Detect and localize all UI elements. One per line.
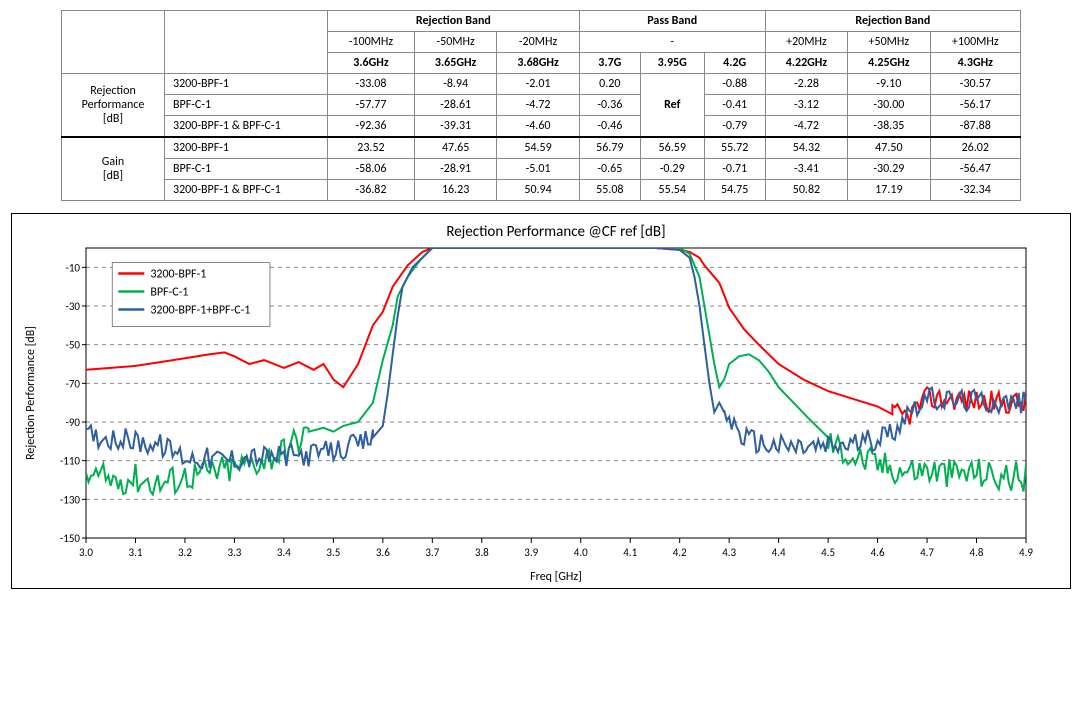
data-cell: -3.41 bbox=[765, 159, 847, 180]
svg-text:3.8: 3.8 bbox=[475, 546, 489, 559]
row-name: BPF-C-1 bbox=[165, 95, 328, 116]
data-cell: -57.77 bbox=[328, 95, 415, 116]
data-cell: -28.61 bbox=[414, 95, 496, 116]
data-cell: -56.47 bbox=[930, 159, 1020, 180]
hdr-rej-right: Rejection Band bbox=[765, 11, 1020, 32]
data-cell: -56.17 bbox=[930, 95, 1020, 116]
data-cell: -38.35 bbox=[848, 116, 930, 138]
group-label: RejectionPerformance[dB] bbox=[62, 74, 165, 138]
data-cell: 54.59 bbox=[497, 137, 579, 159]
data-cell: -3.12 bbox=[765, 95, 847, 116]
data-cell: -39.31 bbox=[414, 116, 496, 138]
data-cell: -2.28 bbox=[765, 74, 847, 95]
svg-text:3.3: 3.3 bbox=[227, 546, 241, 559]
data-cell: -0.41 bbox=[704, 95, 765, 116]
svg-text:-90: -90 bbox=[65, 416, 80, 429]
row-name: 3200-BPF-1 & BPF-C-1 bbox=[165, 116, 328, 138]
svg-text:4.5: 4.5 bbox=[821, 546, 835, 559]
row-name: 3200-BPF-1 bbox=[165, 137, 328, 159]
svg-text:3.1: 3.1 bbox=[129, 546, 143, 559]
legend-label: BPF-C-1 bbox=[150, 286, 188, 300]
data-cell: 17.19 bbox=[848, 180, 930, 201]
data-cell: 16.23 bbox=[414, 180, 496, 201]
data-cell: -30.57 bbox=[930, 74, 1020, 95]
data-cell: -36.82 bbox=[328, 180, 415, 201]
data-cell: -4.72 bbox=[497, 95, 579, 116]
row-name: 3200-BPF-1 bbox=[165, 74, 328, 95]
svg-text:-130: -130 bbox=[60, 493, 81, 506]
data-cell: 55.72 bbox=[704, 137, 765, 159]
svg-text:4.7: 4.7 bbox=[920, 546, 934, 559]
svg-text:Rejection Performance [dB]: Rejection Performance [dB] bbox=[24, 326, 38, 460]
svg-text:3.7: 3.7 bbox=[425, 546, 439, 559]
data-cell: -92.36 bbox=[328, 116, 415, 138]
svg-text:-150: -150 bbox=[60, 532, 81, 545]
svg-text:4.3: 4.3 bbox=[722, 546, 736, 559]
data-cell: -0.36 bbox=[579, 95, 640, 116]
ref-cell: Ref bbox=[640, 74, 704, 138]
data-cell: -32.34 bbox=[930, 180, 1020, 201]
data-cell: -0.65 bbox=[579, 159, 640, 180]
data-cell: -28.91 bbox=[414, 159, 496, 180]
data-cell: 54.32 bbox=[765, 137, 847, 159]
legend-label: 3200-BPF-1+BPF-C-1 bbox=[150, 304, 250, 318]
svg-text:3.6: 3.6 bbox=[376, 546, 390, 559]
svg-text:4.1: 4.1 bbox=[623, 546, 637, 559]
svg-text:4.4: 4.4 bbox=[772, 546, 786, 559]
row-name: 3200-BPF-1 & BPF-C-1 bbox=[165, 180, 328, 201]
svg-text:-10: -10 bbox=[65, 261, 80, 274]
data-cell: -0.79 bbox=[704, 116, 765, 138]
data-cell: 55.08 bbox=[579, 180, 640, 201]
row-name: BPF-C-1 bbox=[165, 159, 328, 180]
hdr-pass: Pass Band bbox=[579, 11, 765, 32]
svg-text:3.5: 3.5 bbox=[326, 546, 340, 559]
data-cell: -33.08 bbox=[328, 74, 415, 95]
svg-text:4.2: 4.2 bbox=[673, 546, 687, 559]
svg-text:3.9: 3.9 bbox=[524, 546, 538, 559]
svg-text:-110: -110 bbox=[60, 455, 81, 468]
data-cell: -0.46 bbox=[579, 116, 640, 138]
svg-text:-70: -70 bbox=[65, 377, 80, 390]
data-cell: 47.50 bbox=[848, 137, 930, 159]
group-label: Gain[dB] bbox=[62, 137, 165, 201]
data-cell: 23.52 bbox=[328, 137, 415, 159]
data-cell: 47.65 bbox=[414, 137, 496, 159]
data-cell: -2.01 bbox=[497, 74, 579, 95]
data-cell: 0.20 bbox=[579, 74, 640, 95]
rejection-chart: Rejection Performance @CF ref [dB] -150 -1… bbox=[11, 213, 1071, 589]
data-cell: 56.59 bbox=[640, 137, 704, 159]
data-cell: -8.94 bbox=[414, 74, 496, 95]
data-cell: -4.60 bbox=[497, 116, 579, 138]
data-cell: 26.02 bbox=[930, 137, 1020, 159]
data-cell: 50.82 bbox=[765, 180, 847, 201]
svg-text:Freq [GHz]: Freq [GHz] bbox=[530, 570, 582, 584]
data-cell: 55.54 bbox=[640, 180, 704, 201]
data-cell: 54.75 bbox=[704, 180, 765, 201]
data-cell: -4.72 bbox=[765, 116, 847, 138]
data-cell: -30.29 bbox=[848, 159, 930, 180]
svg-text:4.0: 4.0 bbox=[574, 546, 588, 559]
hdr-rej-left: Rejection Band bbox=[328, 11, 580, 32]
svg-text:3.2: 3.2 bbox=[178, 546, 192, 559]
svg-text:3.4: 3.4 bbox=[277, 546, 291, 559]
data-cell: 56.79 bbox=[579, 137, 640, 159]
legend-label: 3200-BPF-1 bbox=[150, 268, 206, 282]
data-cell: -0.88 bbox=[704, 74, 765, 95]
data-cell: -30.00 bbox=[848, 95, 930, 116]
svg-text:4.6: 4.6 bbox=[871, 546, 885, 559]
data-cell: -0.71 bbox=[704, 159, 765, 180]
svg-text:Rejection Performance @CF ref: Rejection Performance @CF ref [dB] bbox=[446, 223, 665, 241]
data-cell: -9.10 bbox=[848, 74, 930, 95]
svg-text:3.0: 3.0 bbox=[79, 546, 93, 559]
svg-text:-30: -30 bbox=[65, 300, 80, 313]
svg-text:4.9: 4.9 bbox=[1019, 546, 1033, 559]
performance-table: Rejection BandPass BandRejection Band-10… bbox=[61, 10, 1021, 201]
data-cell: -5.01 bbox=[497, 159, 579, 180]
svg-text:4.8: 4.8 bbox=[970, 546, 984, 559]
svg-text:-50: -50 bbox=[65, 339, 80, 352]
data-cell: -87.88 bbox=[930, 116, 1020, 138]
data-cell: -58.06 bbox=[328, 159, 415, 180]
data-cell: 50.94 bbox=[497, 180, 579, 201]
data-cell: -0.29 bbox=[640, 159, 704, 180]
